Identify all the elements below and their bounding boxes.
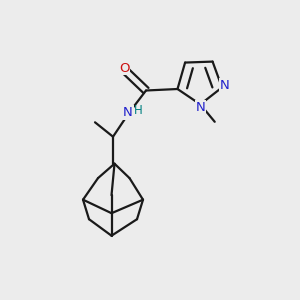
Text: N: N (195, 101, 205, 114)
Text: O: O (119, 61, 129, 74)
Text: N: N (220, 79, 229, 92)
Text: H: H (134, 104, 142, 117)
Text: N: N (123, 106, 133, 118)
